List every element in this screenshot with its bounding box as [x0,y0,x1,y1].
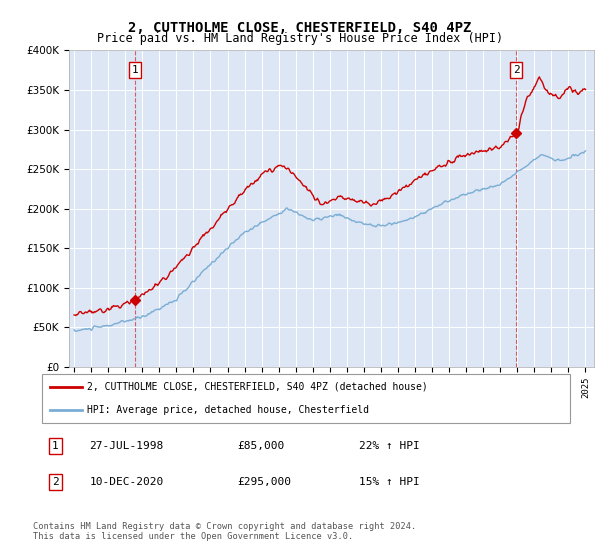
Text: 10-DEC-2020: 10-DEC-2020 [89,477,164,487]
Text: HPI: Average price, detached house, Chesterfield: HPI: Average price, detached house, Ches… [87,405,369,416]
Text: 2, CUTTHOLME CLOSE, CHESTERFIELD, S40 4PZ: 2, CUTTHOLME CLOSE, CHESTERFIELD, S40 4P… [128,21,472,35]
Text: 2: 2 [52,477,59,487]
Text: 2: 2 [513,65,520,75]
Text: 15% ↑ HPI: 15% ↑ HPI [359,477,419,487]
Text: 22% ↑ HPI: 22% ↑ HPI [359,441,419,451]
Text: This data is licensed under the Open Government Licence v3.0.: This data is licensed under the Open Gov… [33,532,353,541]
FancyBboxPatch shape [42,374,570,423]
Text: Price paid vs. HM Land Registry's House Price Index (HPI): Price paid vs. HM Land Registry's House … [97,32,503,45]
Text: £85,000: £85,000 [238,441,284,451]
Text: £295,000: £295,000 [238,477,292,487]
Text: Contains HM Land Registry data © Crown copyright and database right 2024.: Contains HM Land Registry data © Crown c… [33,522,416,531]
Text: 1: 1 [131,65,139,75]
Text: 1: 1 [52,441,59,451]
Text: 27-JUL-1998: 27-JUL-1998 [89,441,164,451]
Text: 2, CUTTHOLME CLOSE, CHESTERFIELD, S40 4PZ (detached house): 2, CUTTHOLME CLOSE, CHESTERFIELD, S40 4P… [87,382,428,392]
